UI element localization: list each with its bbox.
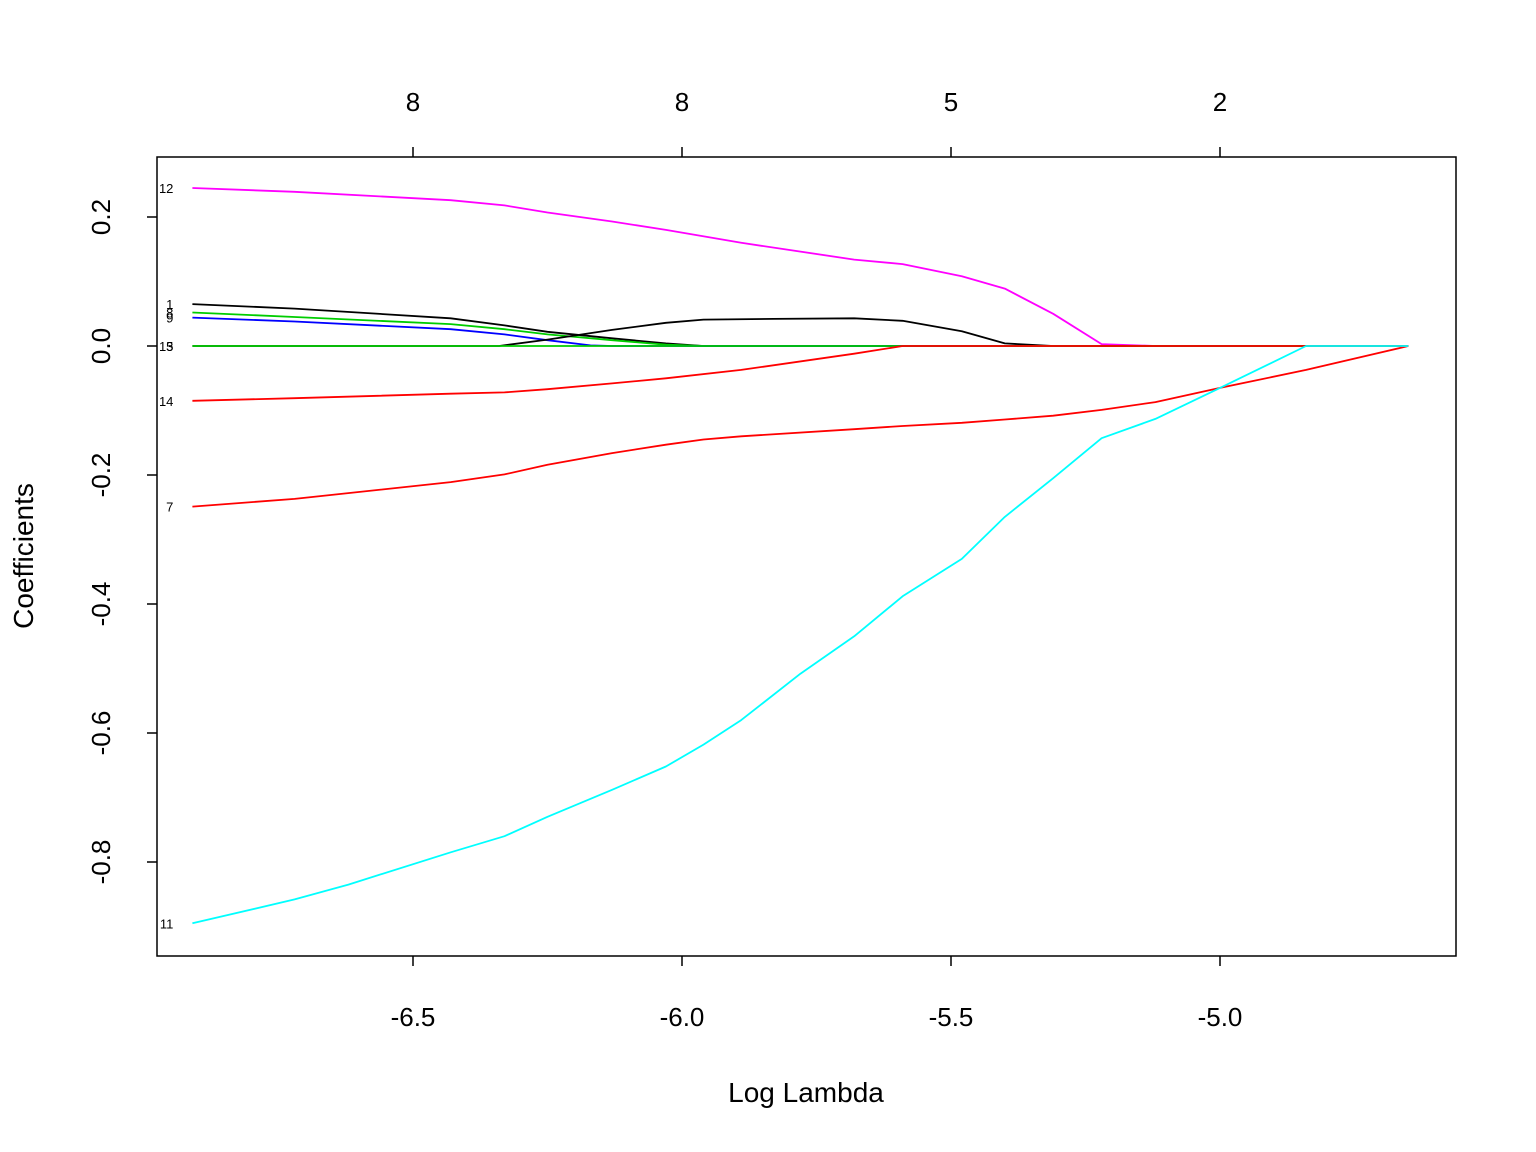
plot-frame	[156, 156, 1457, 957]
curve-label-7: 7	[166, 500, 173, 515]
x-tick-label: -5.5	[929, 1002, 974, 1032]
top-axis: 8 8 5 2	[406, 87, 1227, 157]
series-line-14	[192, 345, 1409, 402]
series-line-12	[192, 187, 1409, 347]
series-line-9	[192, 316, 1409, 347]
y-tick-label: -0.8	[86, 840, 116, 885]
y-tick-label: -0.4	[86, 582, 116, 627]
x-tick-label: -6.0	[660, 1002, 705, 1032]
series-line-8	[192, 311, 1409, 347]
curve-label-15: 15	[159, 339, 173, 354]
y-tick-label: -0.6	[86, 711, 116, 756]
top-tick-label: 5	[944, 87, 958, 117]
top-tick-label: 8	[406, 87, 420, 117]
series-line-11	[192, 345, 1409, 925]
y-axis: 0.2 0.0 -0.2 -0.4 -0.6 -0.8	[86, 199, 157, 884]
top-tick-label: 8	[675, 87, 689, 117]
curve-label-layer: 12 189 153 14 7 11	[159, 181, 173, 931]
curve-label-11: 11	[160, 916, 174, 931]
series-line-7	[192, 345, 1409, 508]
curve-label-9: 9	[166, 311, 173, 326]
y-tick-label: -0.2	[86, 453, 116, 498]
y-axis-title: Coefficients	[8, 483, 39, 629]
curve-label-8: 8	[166, 305, 173, 320]
curve-label-14: 14	[159, 394, 173, 409]
curve-label-1: 1	[166, 297, 173, 312]
series-layer	[192, 187, 1409, 925]
x-axis-title: Log Lambda	[728, 1077, 884, 1108]
curve-label-12: 12	[159, 181, 173, 196]
y-tick-label: 0.2	[86, 199, 116, 235]
x-axis: -6.5 -6.0 -5.5 -5.0	[391, 956, 1243, 1032]
series-line-15	[192, 317, 1409, 347]
curve-label-3: 3	[166, 339, 173, 354]
x-tick-label: -6.5	[391, 1002, 436, 1032]
x-tick-label: -5.0	[1198, 1002, 1243, 1032]
top-tick-label: 2	[1213, 87, 1227, 117]
y-tick-label: 0.0	[86, 328, 116, 364]
